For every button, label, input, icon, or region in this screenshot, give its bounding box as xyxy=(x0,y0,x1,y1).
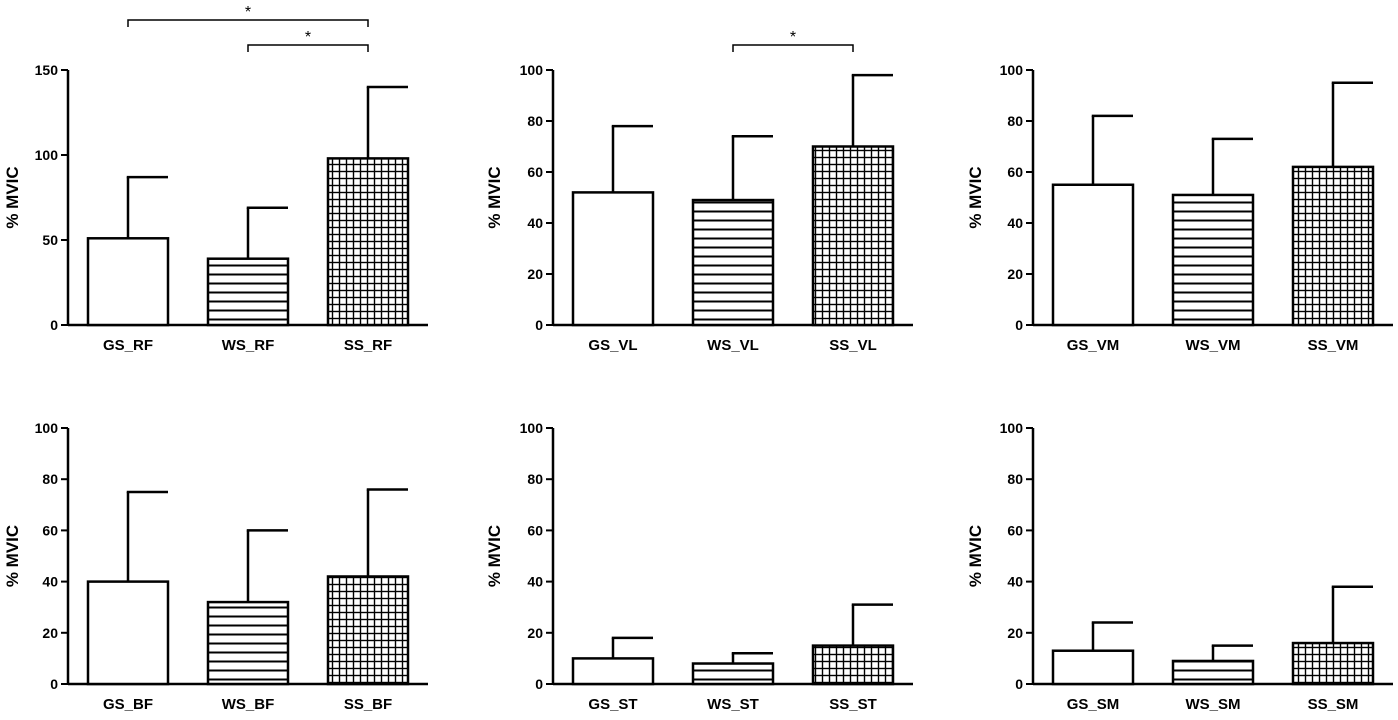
bar-gs-rf xyxy=(86,237,170,327)
category-label: SS_SM xyxy=(1308,696,1359,713)
category-label: GS_BF xyxy=(103,696,153,713)
y-tick-label: 40 xyxy=(1007,574,1023,590)
y-axis-label: % MVIC xyxy=(966,525,985,587)
y-tick-label: 80 xyxy=(527,113,543,129)
y-tick-label: 0 xyxy=(535,317,543,333)
bar-gs-vm xyxy=(1051,183,1135,327)
category-label: WS_RF xyxy=(222,337,275,354)
category-label: SS_VM xyxy=(1308,337,1359,354)
y-tick-label: 100 xyxy=(1000,420,1024,436)
y-tick-label: 20 xyxy=(527,266,543,282)
category-label: SS_VL xyxy=(829,337,877,354)
significance-star: * xyxy=(790,29,796,46)
bar-ss-st xyxy=(811,644,895,686)
category-label: GS_ST xyxy=(588,696,637,713)
y-tick-label: 150 xyxy=(35,62,59,78)
y-tick-label: 20 xyxy=(527,625,543,641)
bar-ss-vl xyxy=(811,145,895,327)
panel-3: 0 20 40 60 80 100 % MVIC GS_VM WS_VM SS_VM xyxy=(966,62,1393,354)
y-axis-label: % MVIC xyxy=(485,166,504,228)
category-label: WS_BF xyxy=(222,696,275,713)
y-tick-label: 60 xyxy=(42,522,58,538)
bar-ss-vm xyxy=(1291,165,1375,327)
category-label: WS_SM xyxy=(1185,696,1240,713)
panel-5: 0 20 40 60 80 100 % MVIC GS_ST WS_ST SS_ST xyxy=(485,420,913,713)
y-tick-label: 40 xyxy=(42,574,58,590)
y-tick-label: 80 xyxy=(527,471,543,487)
category-label: SS_ST xyxy=(829,696,877,713)
bar-ws-vl xyxy=(691,198,775,327)
y-tick-label: 100 xyxy=(520,420,544,436)
bar-ws-rf xyxy=(206,257,290,327)
bar-ws-st xyxy=(691,662,775,686)
y-tick-label: 0 xyxy=(535,676,543,692)
bar-gs-bf xyxy=(86,580,170,686)
bar-gs-st xyxy=(571,657,655,686)
bar-ss-rf xyxy=(326,157,410,327)
y-tick-label: 0 xyxy=(1015,676,1023,692)
y-tick-label: 100 xyxy=(35,147,59,163)
significance-bracket xyxy=(732,44,854,52)
y-tick-label: 60 xyxy=(527,164,543,180)
y-tick-label: 80 xyxy=(42,471,58,487)
y-tick-label: 20 xyxy=(42,625,58,641)
y-tick-label: 60 xyxy=(1007,522,1023,538)
y-tick-label: 0 xyxy=(1015,317,1023,333)
panel-2: 0 20 40 60 80 100 % MVIC GS_VL WS_VL SS_VL * xyxy=(485,29,913,354)
y-tick-label: 100 xyxy=(1000,62,1024,78)
y-tick-label: 60 xyxy=(527,522,543,538)
bar-ws-bf xyxy=(206,600,290,686)
category-label: SS_BF xyxy=(344,696,392,713)
category-label: WS_ST xyxy=(707,696,759,713)
category-label: WS_VM xyxy=(1185,337,1240,354)
y-axis-label: % MVIC xyxy=(485,525,504,587)
y-tick-label: 60 xyxy=(1007,164,1023,180)
y-tick-label: 0 xyxy=(50,317,58,333)
bar-ws-sm xyxy=(1171,659,1255,686)
y-axis-label: % MVIC xyxy=(3,166,22,228)
panel-1: 0 50 100 150 % MVIC GS_RF WS_RF SS_RF * * xyxy=(3,4,428,354)
y-tick-label: 50 xyxy=(42,232,58,248)
significance-bracket xyxy=(127,19,369,27)
y-axis-label: % MVIC xyxy=(3,525,22,587)
significance-star: * xyxy=(305,29,311,46)
bar-ws-vm xyxy=(1171,193,1255,327)
category-label: GS_SM xyxy=(1067,696,1120,713)
category-label: GS_RF xyxy=(103,337,153,354)
significance-star: * xyxy=(245,4,251,21)
y-tick-label: 40 xyxy=(1007,215,1023,231)
significance-bracket xyxy=(247,44,369,52)
y-tick-label: 20 xyxy=(1007,266,1023,282)
y-tick-label: 100 xyxy=(35,420,59,436)
bar-gs-vl xyxy=(571,191,655,327)
y-tick-label: 80 xyxy=(1007,471,1023,487)
y-tick-label: 80 xyxy=(1007,113,1023,129)
panel-6: 0 20 40 60 80 100 % MVIC GS_SM WS_SM SS_SM xyxy=(966,420,1393,713)
y-tick-label: 40 xyxy=(527,215,543,231)
bar-ss-bf xyxy=(326,575,410,686)
y-axis-label: % MVIC xyxy=(966,166,985,228)
y-tick-label: 40 xyxy=(527,574,543,590)
bar-gs-sm xyxy=(1051,649,1135,686)
y-tick-label: 20 xyxy=(1007,625,1023,641)
category-label: SS_RF xyxy=(344,337,392,354)
category-label: GS_VM xyxy=(1067,337,1120,354)
y-tick-label: 100 xyxy=(520,62,544,78)
category-label: GS_VL xyxy=(588,337,637,354)
y-tick-label: 0 xyxy=(50,676,58,692)
category-label: WS_VL xyxy=(707,337,759,354)
panel-4: 0 20 40 60 80 100 % MVIC GS_BF WS_BF SS_BF xyxy=(3,420,428,713)
bar-ss-sm xyxy=(1291,641,1375,686)
